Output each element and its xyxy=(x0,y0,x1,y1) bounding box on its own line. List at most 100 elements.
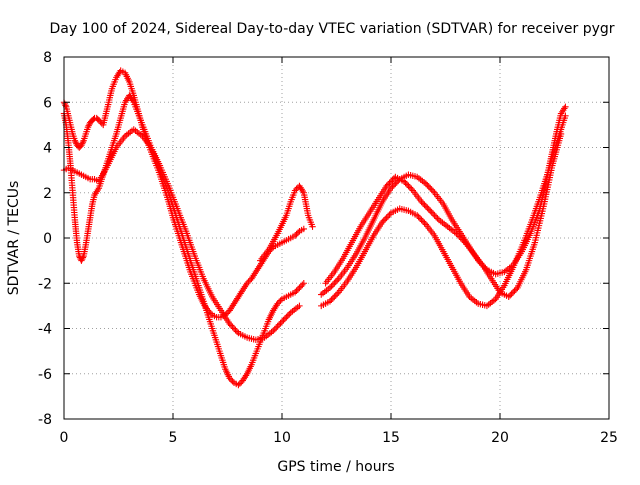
data-point xyxy=(232,326,239,334)
data-point xyxy=(78,142,85,149)
data-point xyxy=(380,217,387,224)
data-point xyxy=(326,298,334,305)
data-point xyxy=(413,212,421,219)
data-point xyxy=(419,200,427,207)
data-point xyxy=(393,178,401,186)
y-tick-label: -4 xyxy=(38,322,52,338)
data-point xyxy=(227,322,235,329)
data-point xyxy=(562,103,569,110)
x-tick-label: 0 xyxy=(60,430,69,446)
data-point xyxy=(421,201,428,209)
y-axis-label: SDTVAR / TECUs xyxy=(6,181,22,296)
data-point xyxy=(272,324,280,331)
data-point xyxy=(511,287,518,294)
data-point xyxy=(227,376,235,383)
data-point xyxy=(328,283,335,290)
data-point xyxy=(419,218,427,225)
data-point xyxy=(416,215,424,222)
data-point xyxy=(389,176,396,184)
data-point xyxy=(72,139,79,146)
y-tick-label: 4 xyxy=(43,141,52,157)
y-tick-label: 0 xyxy=(43,231,52,247)
data-point xyxy=(235,381,242,389)
data-point xyxy=(421,219,428,227)
data-point xyxy=(429,188,437,195)
data-point xyxy=(379,218,386,226)
data-point xyxy=(271,326,278,333)
data-point xyxy=(278,318,286,325)
data-point xyxy=(291,289,299,296)
x-tick-label: 15 xyxy=(382,430,400,446)
data-point xyxy=(418,198,425,205)
data-point xyxy=(406,184,414,191)
data-point xyxy=(389,183,396,190)
data-point xyxy=(280,317,287,324)
data-point xyxy=(512,286,520,293)
x-tick-label: 25 xyxy=(600,430,618,446)
data-point xyxy=(381,215,389,223)
data-point xyxy=(284,312,292,319)
data-point xyxy=(331,293,338,301)
data-point xyxy=(296,302,303,310)
y-tick-label: -8 xyxy=(38,412,52,428)
data-point xyxy=(297,283,305,290)
data-point xyxy=(71,137,79,144)
data-point xyxy=(79,254,87,261)
x-tick-label: 5 xyxy=(169,430,178,446)
data-point xyxy=(283,313,290,321)
data-point xyxy=(78,255,86,263)
x-tick-label: 20 xyxy=(491,430,509,446)
data-point xyxy=(403,181,411,188)
data-point xyxy=(387,185,395,192)
data-point xyxy=(383,182,390,190)
data-point xyxy=(400,178,408,185)
data-point xyxy=(424,204,431,212)
data-point xyxy=(294,286,302,293)
data-point xyxy=(274,300,281,307)
data-point xyxy=(432,213,440,221)
data-point xyxy=(246,277,254,284)
data-point xyxy=(505,293,512,301)
data-point xyxy=(281,315,289,322)
data-point xyxy=(332,292,339,299)
y-tick-label: 8 xyxy=(43,50,52,66)
data-point xyxy=(408,185,415,193)
y-tick-label: 6 xyxy=(43,95,52,111)
data-point xyxy=(386,211,393,218)
data-point xyxy=(415,213,422,221)
data-point xyxy=(329,295,337,302)
data-point xyxy=(238,378,245,386)
x-axis-label: GPS time / hours xyxy=(277,459,394,475)
data-point xyxy=(294,229,302,236)
data-point xyxy=(331,280,338,287)
data-point xyxy=(277,320,284,327)
data-point xyxy=(226,375,233,382)
data-point xyxy=(85,122,92,129)
data-point xyxy=(384,181,392,188)
data-point xyxy=(328,296,335,304)
data-point xyxy=(296,284,303,291)
data-point xyxy=(286,310,293,318)
data-point xyxy=(300,280,307,287)
data-point xyxy=(431,212,438,219)
data-point xyxy=(274,323,281,330)
data-point xyxy=(386,179,393,187)
data-point xyxy=(383,214,390,221)
data-point xyxy=(230,325,238,332)
data-point xyxy=(95,117,103,124)
data-marks xyxy=(60,67,569,389)
data-point xyxy=(427,207,434,215)
data-point xyxy=(243,280,251,287)
data-point xyxy=(332,278,339,285)
data-point xyxy=(509,289,517,296)
data-point xyxy=(454,231,462,239)
data-point xyxy=(236,380,244,387)
data-point xyxy=(309,223,316,230)
data-point xyxy=(434,215,441,222)
data-point xyxy=(508,290,515,298)
data-point xyxy=(402,179,409,187)
data-point xyxy=(79,139,87,146)
data-point xyxy=(97,118,104,126)
